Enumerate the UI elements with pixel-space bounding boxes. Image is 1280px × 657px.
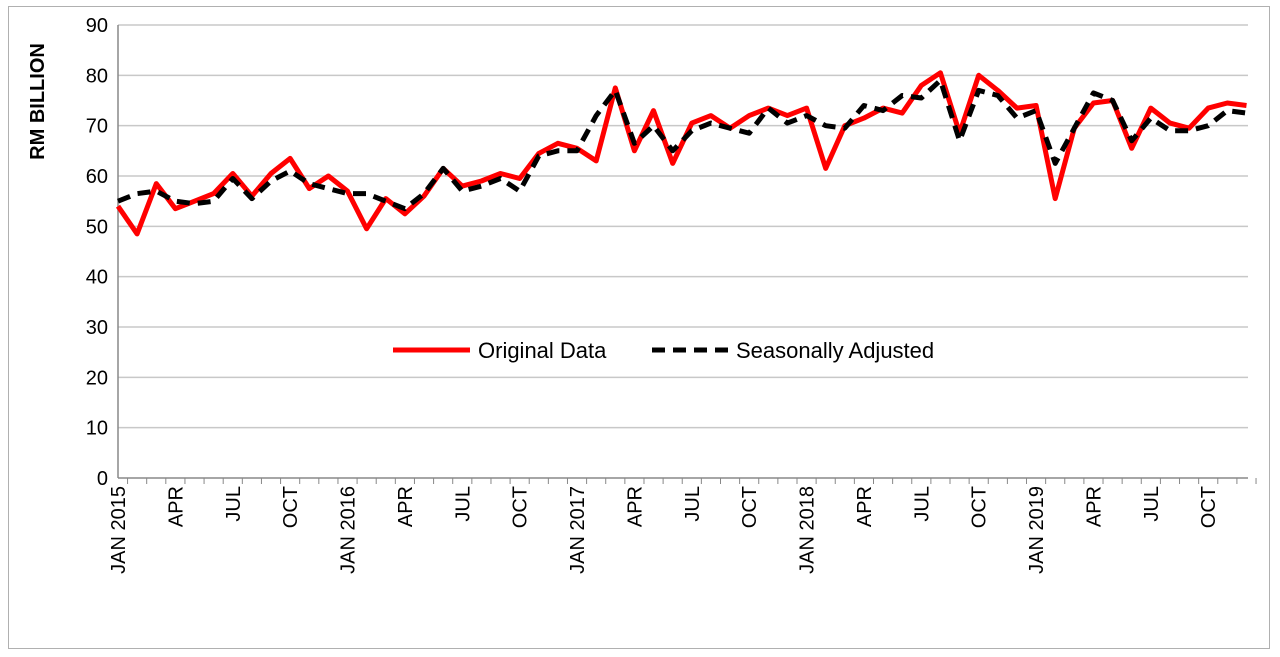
x-tick-label: JUL [223,486,245,522]
legend-label-seasonally-adjusted: Seasonally Adjusted [736,338,934,363]
x-tick-label: OCT [739,486,761,528]
x-tick-label: JAN 2015 [108,486,130,574]
x-tick-label: OCT [1198,486,1220,528]
chart-frame [8,6,1270,649]
y-tick-label: 20 [86,367,108,389]
series-line-original-data [115,70,1247,237]
legend: Original Data Seasonally Adjusted [385,332,985,368]
y-tick-label: 50 [86,216,108,238]
x-tick-label: APR [624,486,646,527]
y-tick-label: 90 [86,15,108,37]
x-tick-label: JUL [452,486,474,522]
x-tick-label: JUL [1141,486,1163,522]
x-tick-label: APR [1083,486,1105,527]
y-tick-label: 80 [86,65,108,87]
x-tick-label: JAN 2016 [338,486,360,574]
y-tick-label: 30 [86,317,108,339]
x-tick-label: JAN 2019 [1026,486,1048,574]
x-tick-label: APR [854,486,876,527]
x-tick-label: JAN 2017 [567,486,589,574]
x-tick-label: JUL [682,486,704,522]
x-tick-label: OCT [280,486,302,528]
y-tick-label: 70 [86,116,108,138]
y-tick-label: 40 [86,267,108,289]
x-tick-label: JAN 2018 [797,486,819,574]
y-tick-label: 60 [86,166,108,188]
y-tick-label: 10 [86,418,108,440]
x-tick-label: APR [165,486,187,527]
legend-label-original-data: Original Data [478,338,607,363]
y-tick-label: 0 [97,468,108,490]
x-tick-label: OCT [969,486,991,528]
x-tick-label: APR [395,486,417,527]
y-axis-label: RM BILLION [27,43,49,160]
x-tick-label: OCT [510,486,532,528]
x-tick-label: JUL [911,486,933,522]
